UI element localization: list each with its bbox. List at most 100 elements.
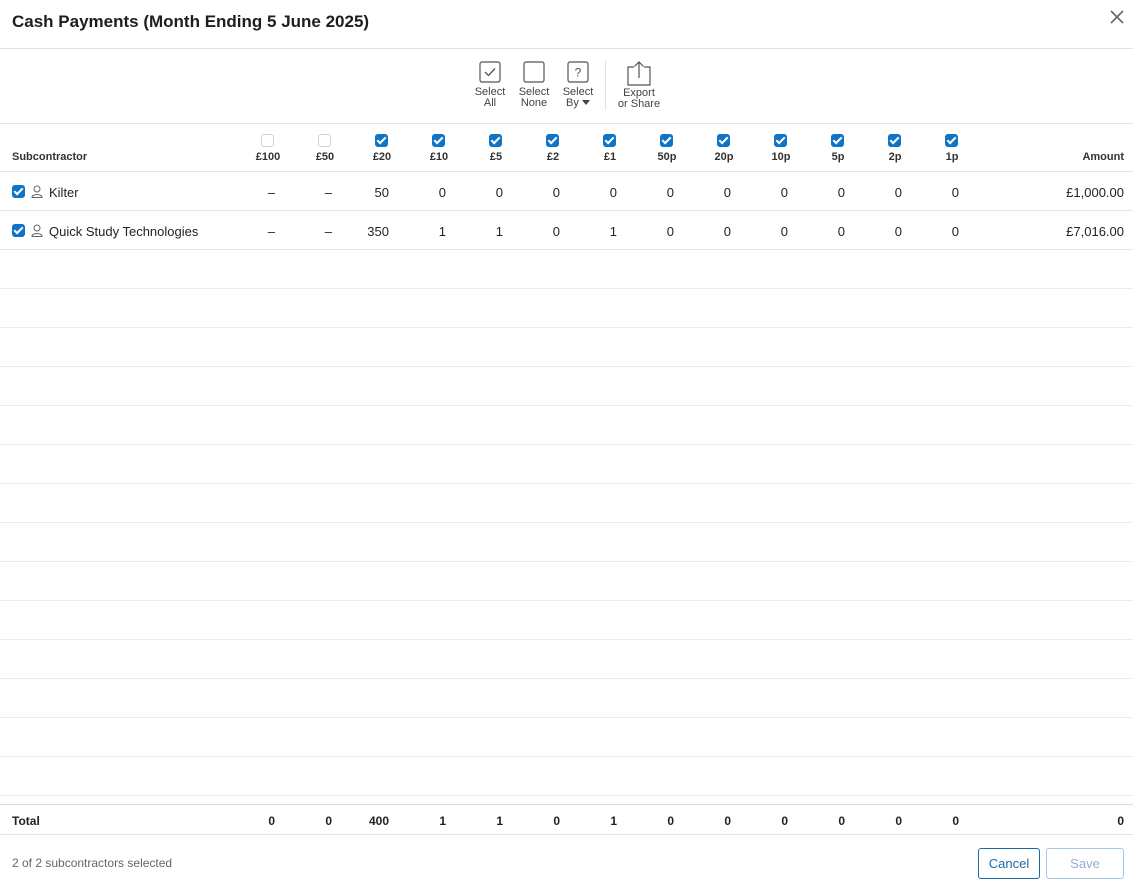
denomination-count: 0	[951, 185, 959, 200]
denomination-count: 0	[780, 224, 788, 239]
total-count: 0	[781, 814, 788, 828]
select-none-label: Select None	[518, 86, 550, 109]
denomination-header: 1p	[945, 151, 959, 163]
denomination-count: 0	[894, 224, 902, 239]
close-icon[interactable]	[1107, 8, 1127, 28]
total-count: 400	[368, 814, 389, 828]
denomination-count: 1	[609, 224, 617, 239]
person-icon	[31, 185, 43, 198]
empty-table-row	[0, 250, 1133, 289]
denomination-count: 0	[495, 185, 503, 200]
denomination-header: £1	[603, 151, 617, 163]
subcontractor-name[interactable]: Quick Study Technologies	[49, 224, 199, 239]
total-count: 0	[724, 814, 731, 828]
denomination-checkbox[interactable]	[717, 134, 730, 147]
total-count: 1	[439, 814, 446, 828]
denomination-header: 20p	[714, 151, 734, 163]
select-by-label: Select By	[562, 86, 594, 109]
empty-table-row	[0, 562, 1133, 601]
denomination-count: –	[324, 224, 332, 239]
empty-table-row	[0, 679, 1133, 718]
denomination-checkbox[interactable]	[774, 134, 787, 147]
empty-table-row	[0, 484, 1133, 523]
denomination-header: 2p	[888, 151, 902, 163]
subcontractor-name[interactable]: Kilter	[49, 185, 79, 200]
denomination-count: 0	[780, 185, 788, 200]
denomination-checkbox[interactable]	[489, 134, 502, 147]
table-row: Kilter – – 50 0 0 0 0 0 0 0 0 0 0 £1,000.00	[0, 172, 1133, 211]
denomination-checkbox[interactable]	[831, 134, 844, 147]
denomination-checkbox[interactable]	[432, 134, 445, 147]
total-count: 0	[268, 814, 275, 828]
denomination-header: £50	[315, 151, 335, 163]
row-amount: £1,000.00	[1066, 185, 1124, 200]
denomination-count: 0	[894, 185, 902, 200]
denomination-checkbox[interactable]	[888, 134, 901, 147]
export-share-button[interactable]: Export or Share	[614, 61, 664, 110]
denomination-checkbox[interactable]	[375, 134, 388, 147]
denomination-count: 0	[438, 185, 446, 200]
empty-table-row	[0, 289, 1133, 328]
denomination-checkbox[interactable]	[318, 134, 331, 147]
table-header: Subcontractor Amount £100 £50 £20 £10 £5 £2 £1…	[0, 124, 1133, 172]
total-row: Total 0 0 0 400 1 1 0 1 0 0 0 0 0 0	[0, 804, 1133, 835]
denomination-count: 0	[666, 224, 674, 239]
denomination-count: 0	[723, 224, 731, 239]
caret-down-icon	[581, 100, 590, 105]
denomination-count: 350	[367, 224, 389, 239]
total-count: 0	[952, 814, 959, 828]
denomination-checkbox[interactable]	[945, 134, 958, 147]
denomination-checkbox[interactable]	[546, 134, 559, 147]
denomination-header: £5	[489, 151, 503, 163]
denomination-count: 1	[495, 224, 503, 239]
empty-table-row	[0, 601, 1133, 640]
subcontractor-column-header[interactable]: Subcontractor	[12, 151, 88, 163]
select-by-button[interactable]: ? Select By	[553, 61, 603, 109]
denomination-count: 0	[951, 224, 959, 239]
row-select-checkbox[interactable]	[12, 185, 25, 198]
denomination-checkbox[interactable]	[603, 134, 616, 147]
denomination-count: 0	[837, 224, 845, 239]
denomination-count: 0	[837, 185, 845, 200]
denomination-count: –	[267, 185, 275, 200]
empty-table-row	[0, 367, 1133, 406]
denomination-count: 0	[666, 185, 674, 200]
selection-status: 2 of 2 subcontractors selected	[12, 856, 173, 870]
checkbox-empty-icon	[523, 61, 545, 83]
select-none-button[interactable]: Select None	[509, 61, 559, 109]
total-count: 0	[667, 814, 674, 828]
total-count: 0	[838, 814, 845, 828]
row-select-checkbox[interactable]	[12, 224, 25, 237]
total-count: 0	[325, 814, 332, 828]
cancel-button[interactable]: Cancel	[978, 848, 1040, 879]
select-all-button[interactable]: Select All	[465, 61, 515, 109]
denomination-checkbox[interactable]	[261, 134, 274, 147]
amount-column-header[interactable]: Amount	[1082, 151, 1124, 163]
denomination-count: 50	[374, 185, 389, 200]
denomination-header: £10	[429, 151, 449, 163]
denomination-count: 0	[723, 185, 731, 200]
denomination-header: £20	[372, 151, 392, 163]
empty-table-row	[0, 328, 1133, 367]
total-count: 0	[553, 814, 560, 828]
denomination-header: 50p	[657, 151, 677, 163]
total-count: 1	[496, 814, 503, 828]
person-icon	[31, 224, 43, 237]
select-all-label: Select All	[474, 86, 506, 109]
dialog-header: Cash Payments (Month Ending 5 June 2025)	[0, 0, 1133, 49]
denomination-header: £100	[255, 151, 281, 163]
denomination-checkbox[interactable]	[660, 134, 673, 147]
denomination-header: 10p	[771, 151, 791, 163]
denomination-header: £2	[546, 151, 560, 163]
export-share-label: Export or Share	[617, 87, 661, 110]
denomination-count: 1	[438, 224, 446, 239]
save-button[interactable]: Save	[1046, 848, 1124, 879]
toolbar-divider	[605, 60, 606, 110]
denomination-count: 0	[552, 185, 560, 200]
total-label: Total	[12, 814, 40, 828]
empty-table-row	[0, 445, 1133, 484]
total-count: 1	[610, 814, 617, 828]
empty-table-row	[0, 523, 1133, 562]
checkbox-checked-icon	[479, 61, 501, 83]
total-amount: 0	[1117, 814, 1124, 828]
